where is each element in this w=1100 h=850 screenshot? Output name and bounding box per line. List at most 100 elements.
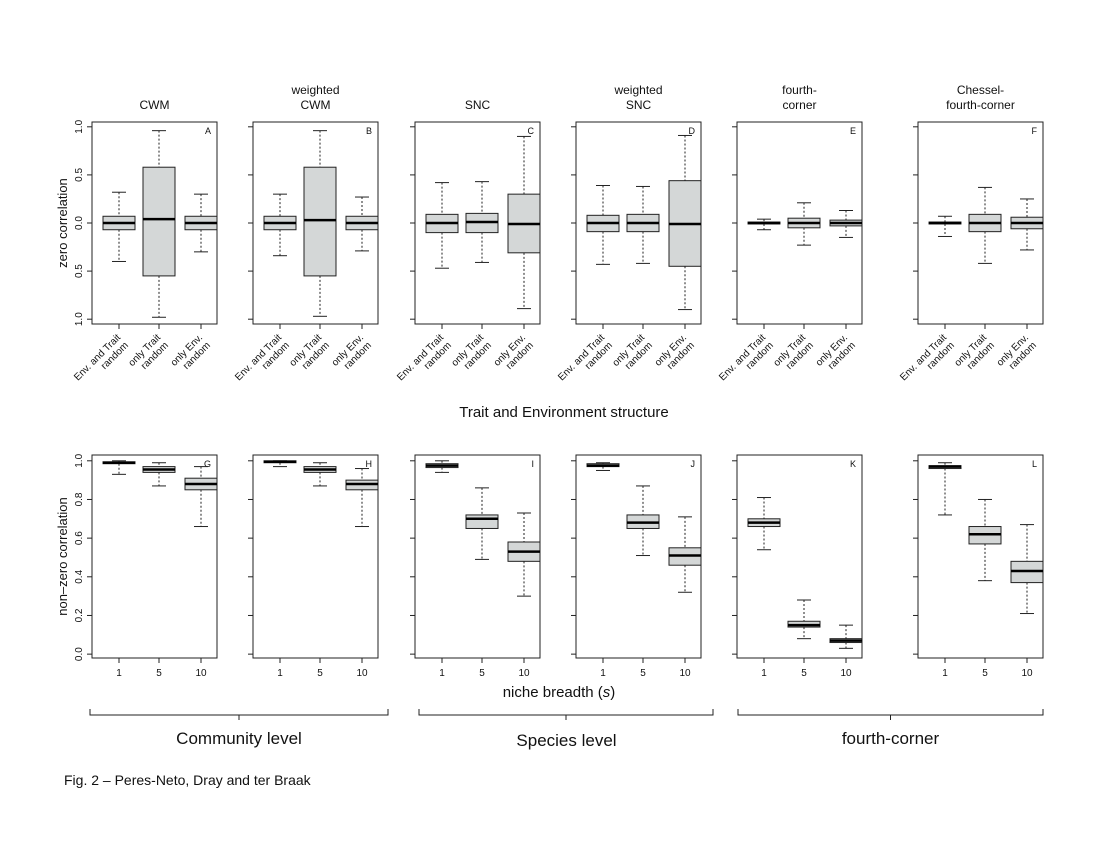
category-label: only Traitrandom [127,332,171,376]
niche-breadth-tick-label: 5 [801,668,807,679]
category-label: only Env.random [492,332,536,376]
panel-letter: H [366,459,373,469]
panel-letter: E [850,126,856,136]
panel-h: H 1 5 10 [248,454,379,679]
panel-letter: L [1032,459,1037,469]
bottom-x-axis-title-close: ) [610,684,616,701]
niche-breadth-tick-label: 10 [356,668,368,679]
panel-letter: D [689,126,696,136]
niche-breadth-tick-label: 10 [518,668,530,679]
box-1 [102,191,136,262]
box-3 [1010,198,1044,251]
panel-frame [252,454,379,659]
box-body [303,166,337,277]
category-label: Env. and Traitrandom [898,332,957,391]
y-tick-label: 1.0 [74,119,85,133]
box-1 [586,462,620,471]
box-1 [102,460,136,475]
panel-g: 1.0 0.8 0.6 0.4 0.2 0.0 G 1 5 10 non–zero correlat… [55,453,218,679]
box-2 [968,186,1002,264]
box-1 [928,462,962,516]
panel-frame [91,454,218,659]
box-3 [345,468,379,528]
panel-title: weighted [613,83,662,97]
panel-k: K 1 5 10 [732,454,863,679]
panel-letter: B [366,126,372,136]
panel-title: corner [782,98,816,112]
box-3 [184,466,218,528]
top-y-axis-title: zero correlation [55,178,70,268]
category-label: only Env.random [653,332,697,376]
top-x-axis-title: Trait and Environment structure [459,404,669,421]
panel-frame [736,454,863,659]
y-tick-label: 0.4 [74,569,85,583]
y-tick-label: 0.0 [74,647,85,661]
box-2 [142,462,176,487]
niche-breadth-tick-label: 5 [317,668,323,679]
category-label: only Env.random [995,332,1039,376]
panel-f: F Chessel-fourth-corner Env. and Traitrand… [898,83,1044,391]
box-3 [829,624,863,649]
box-2 [787,202,821,246]
box-1 [263,193,297,257]
niche-breadth-tick-label: 1 [116,668,122,679]
figure-caption: Fig. 2 – Peres-Neto, Dray and ter Braak [64,772,311,788]
box-2 [787,599,821,640]
box-2 [303,462,337,487]
group-label-species: Species level [516,731,617,750]
niche-breadth-tick-label: 1 [761,668,767,679]
niche-breadth-tick-label: 10 [840,668,852,679]
niche-breadth-tick-label: 5 [479,668,485,679]
box-2 [465,487,499,560]
category-label: only Traitrandom [450,332,494,376]
panel-title: fourth- [782,83,817,97]
panel-letter: I [531,459,534,469]
panel-letter: K [850,459,856,469]
panel-letter: A [205,126,211,136]
niche-breadth-tick-label: 5 [640,668,646,679]
category-label: Env. and Traitrandom [72,332,131,391]
box-1 [928,215,962,237]
category-label: only Env.random [169,332,213,376]
box-2 [465,181,499,263]
bottom-x-axis-title-variable: s [602,684,611,701]
panel-letter: F [1032,126,1038,136]
panel-title: fourth-corner [946,98,1015,112]
niche-breadth-tick-label: 1 [277,668,283,679]
group-label-community: Community level [176,729,302,748]
y-tick-label: 0.0 [74,216,85,230]
niche-breadth-tick-label: 5 [156,668,162,679]
group-brace [89,709,389,720]
group-label-fourth-corner: fourth-corner [841,729,940,748]
box-1 [747,218,781,231]
niche-breadth-tick-label: 10 [195,668,207,679]
category-label: Env. and Traitrandom [233,332,292,391]
panel-title: SNC [465,98,491,112]
group-brace [737,709,1044,720]
category-label: only Traitrandom [288,332,332,376]
box-3 [345,196,379,252]
niche-breadth-tick-label: 10 [679,668,691,679]
category-label: only Traitrandom [772,332,816,376]
box-3 [507,512,541,597]
box-1 [586,184,620,265]
y-tick-label: 0.5 [74,168,85,182]
niche-breadth-tick-label: 1 [600,668,606,679]
y-tick-label: 1.0 [74,453,85,467]
category-label: only Traitrandom [953,332,997,376]
y-tick-label: 0.8 [74,492,85,506]
panel-letter: G [204,459,211,469]
panel-title: SNC [626,98,652,112]
y-tick-label: 0.5 [74,264,85,278]
box-body [465,514,499,529]
panel-letter: C [528,126,535,136]
category-label: Env. and Traitrandom [556,332,615,391]
niche-breadth-tick-label: 1 [942,668,948,679]
box-1 [425,182,459,269]
category-label: Env. and Traitrandom [717,332,776,391]
box-3 [668,134,702,311]
